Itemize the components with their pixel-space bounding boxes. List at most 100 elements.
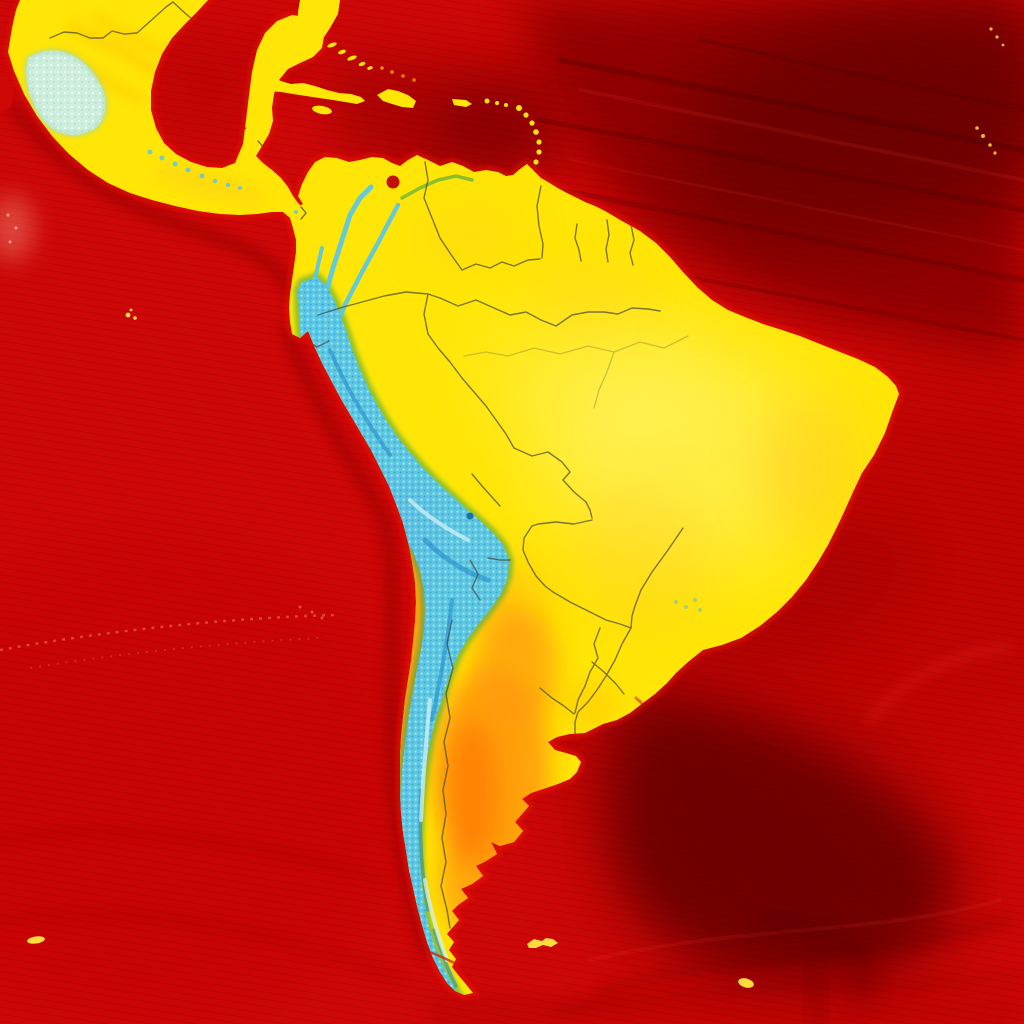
border-bolivia-brazil	[513, 447, 571, 481]
peru-chile-trench	[280, 323, 435, 959]
galapagos-islands	[133, 316, 137, 320]
venezuela-coastal-range	[400, 174, 474, 200]
amazon-pale-zone-west	[480, 310, 720, 450]
ridge-speck	[320, 616, 324, 620]
antilles-dot	[528, 168, 534, 174]
border-guyana-suriname	[574, 223, 582, 262]
antilles-dot	[504, 103, 508, 107]
upwelling-speck	[8, 240, 12, 244]
falkland-islands	[527, 938, 558, 948]
bahamas-faint-specks	[380, 66, 416, 82]
highland-dot	[185, 167, 191, 173]
highland-dot	[238, 186, 242, 190]
bahamas-cay	[327, 42, 337, 48]
atlantic-islet-speck	[993, 151, 997, 155]
border-paraguay-south	[552, 591, 632, 629]
uruguay-tint	[560, 679, 620, 731]
border-bolivia-argentina	[487, 557, 511, 561]
ridge-speck	[298, 605, 302, 609]
antilles-dot	[533, 159, 539, 165]
andes-streak	[430, 598, 454, 722]
serra-do-mar-dots	[674, 598, 702, 612]
andes-highlight	[423, 878, 449, 962]
river-amazon-tributary	[593, 351, 615, 409]
highland-dot	[147, 149, 153, 155]
caatinga-tint	[755, 400, 865, 540]
antilles-dot	[484, 98, 490, 104]
river-amazon	[463, 335, 689, 357]
east-pacific-rise	[0, 613, 336, 652]
andes-highlight	[408, 498, 470, 542]
andes-pale-highlights	[408, 498, 470, 962]
trench-shadows	[7, 101, 435, 959]
guiana-highlands-tint	[535, 265, 645, 325]
border-peru-brazil	[427, 333, 515, 449]
serra-dot	[693, 598, 697, 602]
lake-maracaibo	[386, 175, 400, 189]
border-brazil-north	[439, 297, 661, 327]
border-argentina-chile	[440, 619, 454, 929]
andes-streak	[328, 348, 392, 457]
patagonia-deep-orange-core	[446, 720, 498, 860]
llanos-tint	[415, 205, 525, 265]
cordillera-oriental	[327, 202, 401, 343]
southwest-islet	[27, 936, 45, 944]
border-bolivia-chile	[469, 559, 481, 601]
antilles-dot	[536, 149, 542, 155]
rivers	[463, 335, 689, 409]
micro-islands	[27, 27, 1005, 988]
serra-dot	[698, 608, 702, 612]
river-parana-west	[539, 687, 575, 715]
border-suriname-guiana	[605, 219, 610, 263]
andes-cordillera	[298, 174, 509, 992]
highland-dot	[199, 173, 205, 179]
bahamas-cay	[358, 61, 366, 67]
south-georgia	[738, 978, 754, 988]
serra-dot	[684, 605, 688, 609]
border-brazil-uruguay	[591, 661, 625, 695]
landmasses	[8, 0, 899, 995]
mexico-streak	[67, 22, 163, 75]
bahamas-speck	[380, 66, 384, 70]
atlantic-islet-speck	[981, 134, 985, 138]
middle-america-trench	[7, 101, 303, 307]
border-venezuela-brazil	[461, 258, 541, 271]
gulf-of-california-notch	[0, 76, 14, 112]
galapagos-islands	[129, 308, 133, 312]
border-paraguay-east-parana	[630, 527, 684, 629]
bahamas-speck	[401, 74, 405, 78]
cuba	[254, 76, 365, 104]
central-america-tint	[151, 165, 269, 205]
atlantic-islet-speck	[975, 126, 979, 130]
jamaica	[312, 105, 332, 115]
andes-streak	[432, 928, 458, 988]
border-paraguay-north	[531, 519, 593, 527]
land-detail	[24, 1, 865, 992]
highland-dot	[159, 155, 165, 161]
puerto-rico	[452, 99, 472, 107]
border-venezuela-guyana	[536, 185, 544, 259]
cerrado-tint	[570, 480, 710, 640]
andes-highlight	[419, 698, 432, 822]
atlantic-islet-speck	[1001, 43, 1005, 47]
antilles-dot	[536, 139, 542, 145]
pampa-orange	[477, 608, 557, 728]
lake-titicaca	[466, 512, 474, 520]
country-borders	[49, 1, 684, 929]
highland-dot	[225, 182, 231, 188]
ocean-ridge-lines	[0, 194, 336, 669]
border-colombia-venezuela	[423, 161, 463, 271]
trinidad	[515, 179, 525, 187]
central-america-highland-dots	[147, 149, 298, 214]
border-paraguay-west	[522, 525, 554, 593]
bahamas-speck	[390, 70, 394, 74]
upwelling-speck	[14, 226, 18, 230]
highland-dot	[172, 161, 178, 167]
bahamas-speck	[412, 78, 416, 82]
hispaniola	[377, 89, 416, 108]
upwelling-speck	[6, 213, 10, 217]
highland-dot	[212, 178, 218, 184]
border-colombia-brazil	[423, 293, 429, 335]
